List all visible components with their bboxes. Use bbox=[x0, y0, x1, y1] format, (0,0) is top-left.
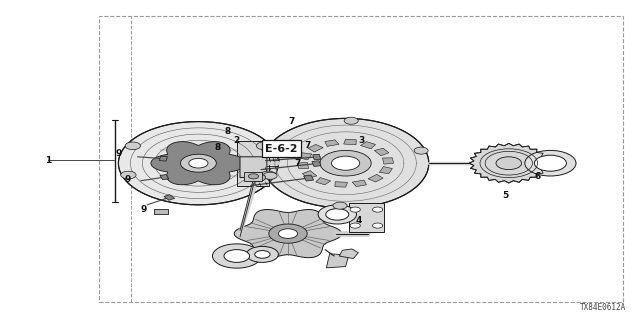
Circle shape bbox=[318, 205, 356, 224]
Circle shape bbox=[255, 251, 270, 258]
Polygon shape bbox=[469, 143, 548, 183]
Circle shape bbox=[246, 246, 278, 262]
Polygon shape bbox=[159, 156, 167, 161]
Circle shape bbox=[250, 174, 266, 181]
Circle shape bbox=[212, 244, 261, 268]
Circle shape bbox=[189, 158, 208, 168]
Polygon shape bbox=[244, 172, 262, 181]
Polygon shape bbox=[308, 144, 323, 152]
Polygon shape bbox=[262, 118, 429, 208]
Polygon shape bbox=[326, 254, 349, 268]
Circle shape bbox=[333, 202, 347, 209]
Polygon shape bbox=[383, 158, 394, 164]
Circle shape bbox=[125, 142, 141, 150]
Text: 7: 7 bbox=[294, 159, 301, 168]
Circle shape bbox=[260, 171, 276, 179]
Text: 8: 8 bbox=[224, 127, 230, 136]
Circle shape bbox=[269, 224, 307, 243]
Circle shape bbox=[326, 209, 349, 220]
Text: 7: 7 bbox=[288, 117, 294, 126]
Circle shape bbox=[263, 172, 277, 179]
Polygon shape bbox=[316, 178, 331, 185]
Polygon shape bbox=[164, 195, 175, 200]
Polygon shape bbox=[118, 122, 278, 205]
Polygon shape bbox=[335, 182, 348, 187]
Text: 6: 6 bbox=[534, 172, 541, 180]
Circle shape bbox=[121, 171, 136, 179]
Polygon shape bbox=[324, 140, 339, 146]
Polygon shape bbox=[344, 139, 356, 145]
Polygon shape bbox=[349, 203, 384, 232]
Text: 9: 9 bbox=[115, 149, 122, 158]
Circle shape bbox=[350, 207, 360, 212]
Circle shape bbox=[224, 250, 250, 262]
Text: 5: 5 bbox=[502, 191, 509, 200]
Polygon shape bbox=[374, 148, 389, 156]
Polygon shape bbox=[151, 142, 246, 185]
Circle shape bbox=[256, 142, 271, 150]
Circle shape bbox=[344, 117, 358, 124]
Polygon shape bbox=[303, 175, 314, 181]
Polygon shape bbox=[360, 141, 376, 149]
Polygon shape bbox=[368, 174, 383, 182]
Circle shape bbox=[350, 223, 360, 228]
Text: 8: 8 bbox=[214, 143, 221, 152]
Text: E-6-2: E-6-2 bbox=[266, 144, 298, 154]
Polygon shape bbox=[154, 209, 168, 214]
Text: 9: 9 bbox=[141, 205, 147, 214]
Text: 9: 9 bbox=[125, 175, 131, 184]
Circle shape bbox=[534, 155, 566, 171]
Polygon shape bbox=[339, 249, 358, 259]
Text: 7: 7 bbox=[304, 141, 310, 150]
Circle shape bbox=[372, 207, 383, 212]
Polygon shape bbox=[237, 141, 269, 186]
Polygon shape bbox=[299, 153, 312, 160]
Text: TX84E0612A: TX84E0612A bbox=[580, 303, 626, 312]
Polygon shape bbox=[380, 166, 392, 174]
Text: 3: 3 bbox=[358, 136, 365, 145]
Polygon shape bbox=[234, 210, 342, 258]
Polygon shape bbox=[352, 180, 367, 187]
Circle shape bbox=[320, 150, 371, 176]
Circle shape bbox=[372, 223, 383, 228]
Circle shape bbox=[496, 157, 522, 170]
Bar bbox=[99, 16, 623, 302]
Circle shape bbox=[180, 154, 216, 172]
Circle shape bbox=[278, 229, 298, 238]
Polygon shape bbox=[298, 162, 308, 169]
Circle shape bbox=[414, 147, 428, 154]
Text: 1: 1 bbox=[45, 156, 51, 164]
Polygon shape bbox=[160, 174, 169, 180]
Polygon shape bbox=[313, 154, 321, 160]
Text: 2: 2 bbox=[234, 136, 240, 145]
Circle shape bbox=[248, 174, 259, 179]
Circle shape bbox=[332, 156, 360, 170]
Text: 4: 4 bbox=[355, 216, 362, 225]
Circle shape bbox=[525, 150, 576, 176]
Polygon shape bbox=[240, 157, 267, 178]
Polygon shape bbox=[302, 171, 317, 178]
Polygon shape bbox=[312, 161, 321, 166]
